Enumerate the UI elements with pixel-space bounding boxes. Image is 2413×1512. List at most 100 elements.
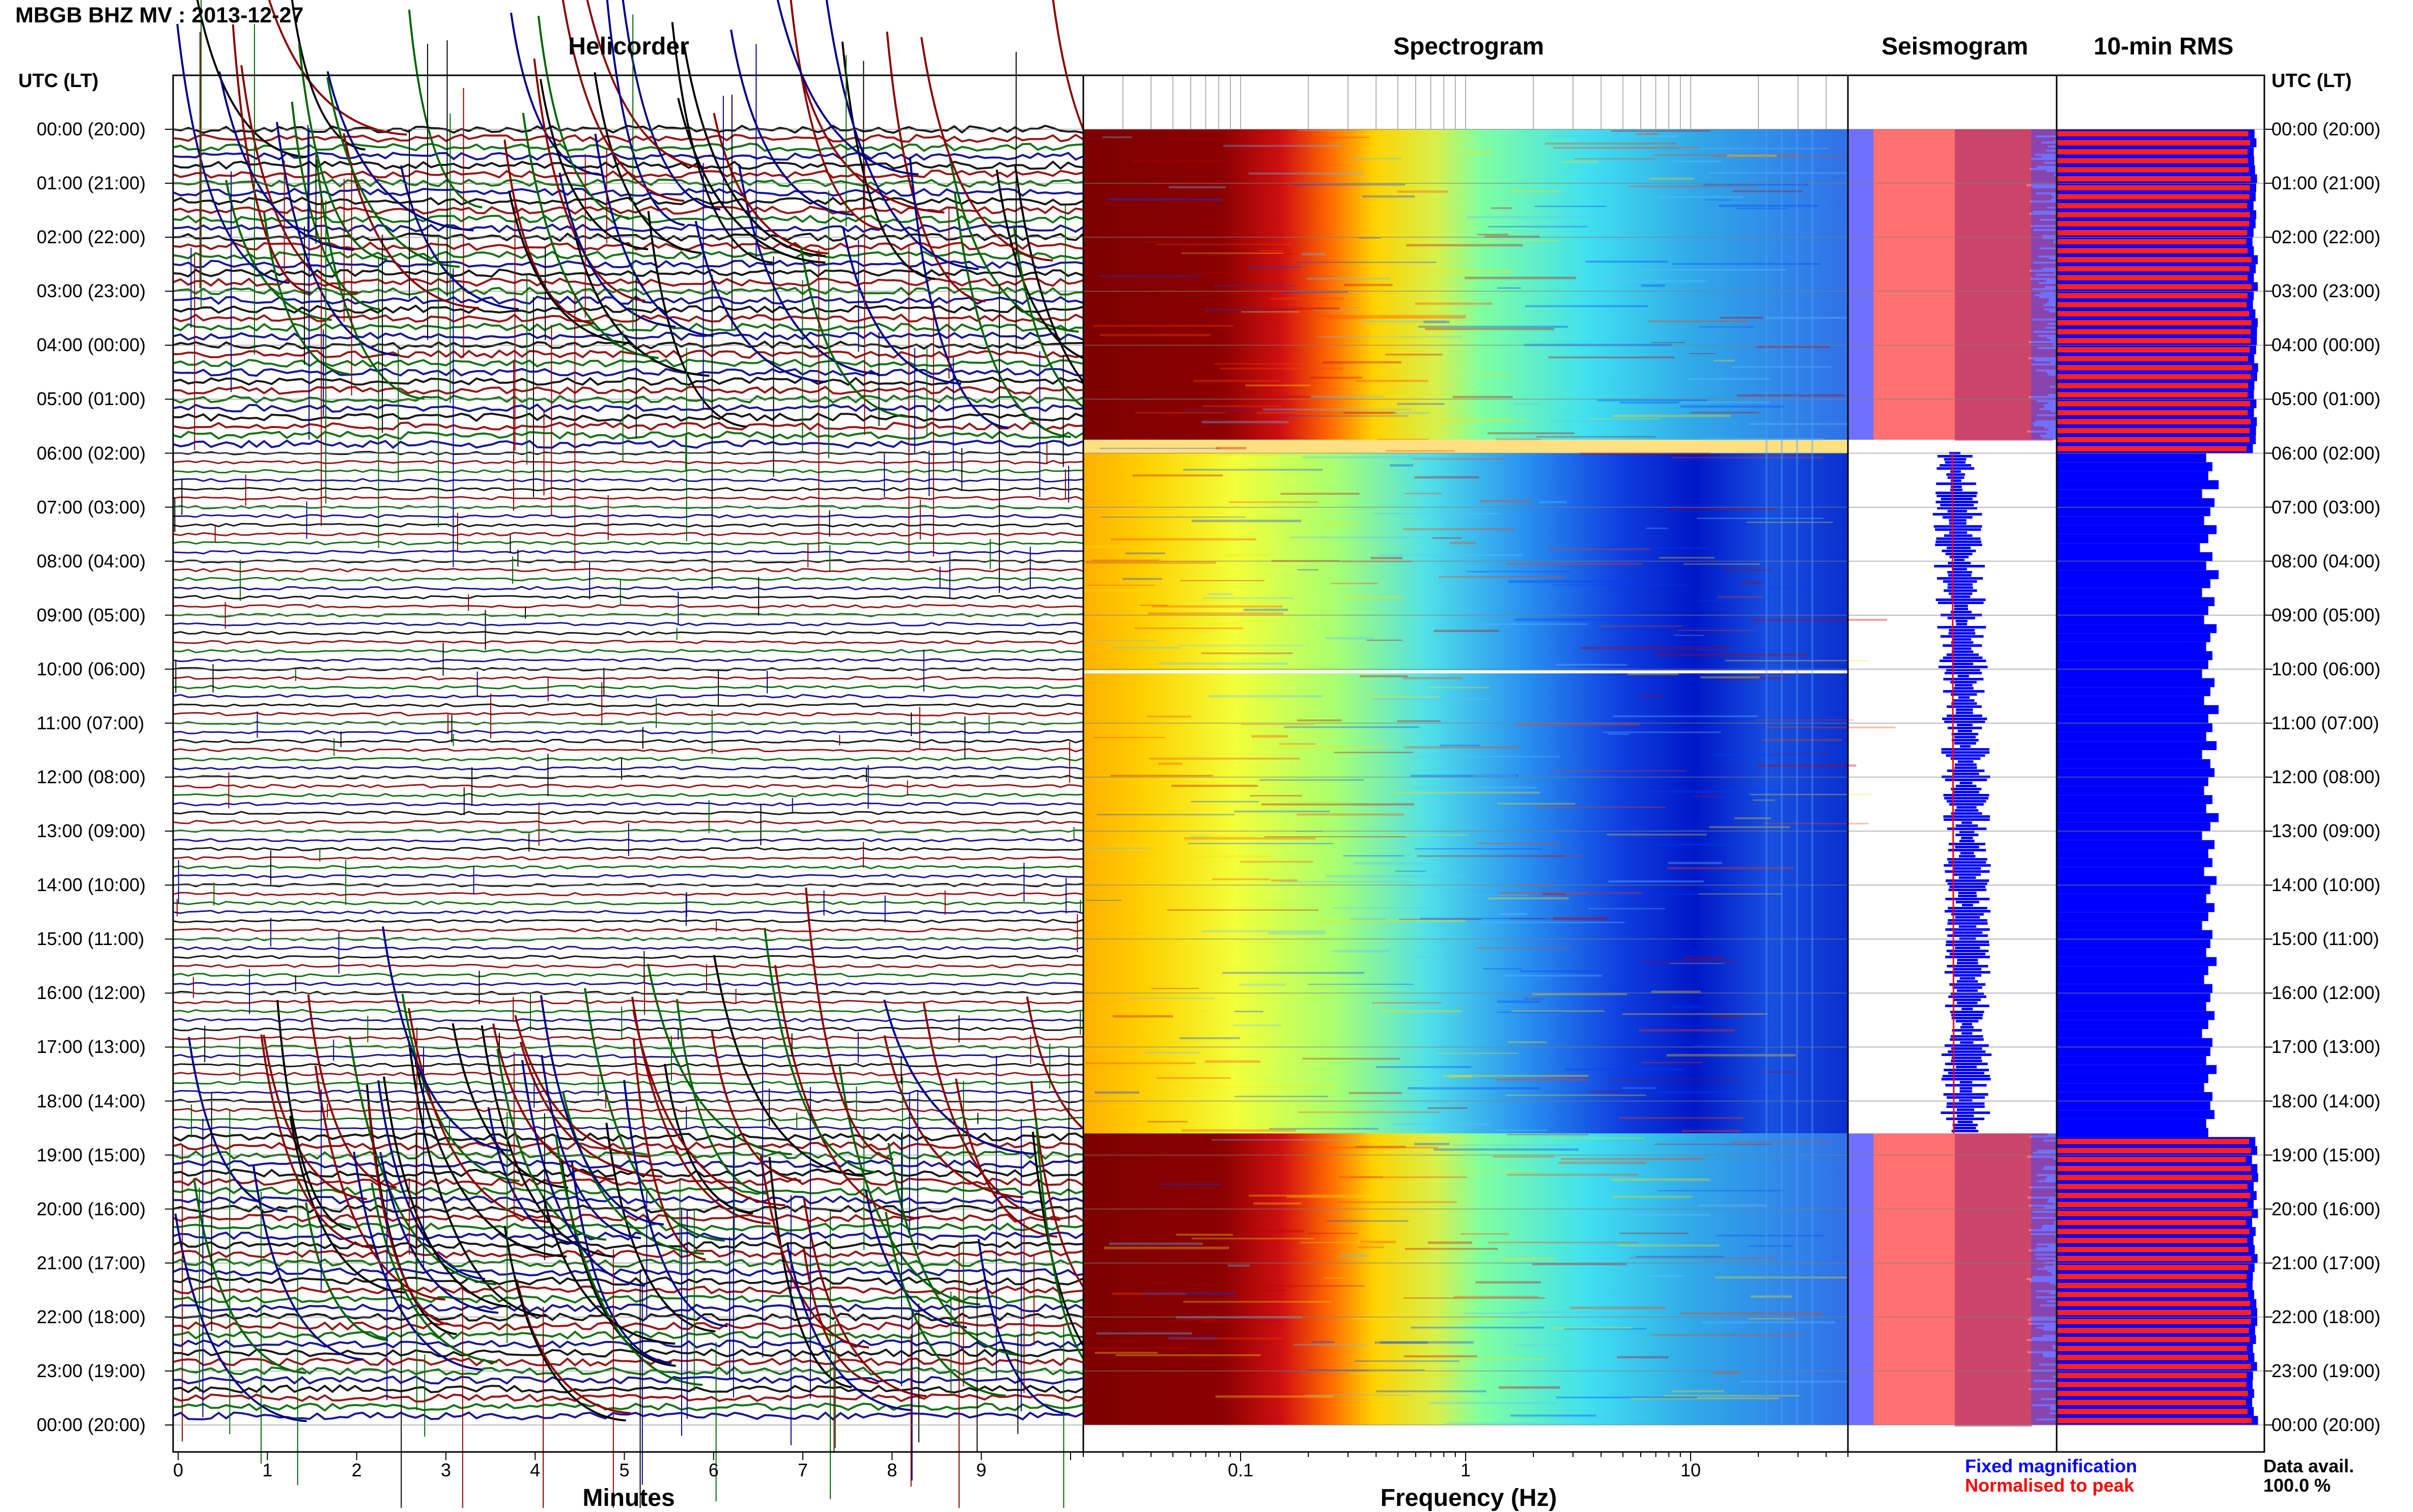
spectrogram-streak bbox=[1506, 563, 1643, 565]
seismogram-trace bbox=[1955, 1367, 2059, 1370]
spectrogram-streak bbox=[1762, 1071, 1799, 1073]
rms-bar-fixed bbox=[2057, 705, 2219, 715]
spectrogram-streak bbox=[1245, 384, 1311, 387]
spectrogram-streak bbox=[1227, 1289, 1286, 1291]
spectrogram-streak bbox=[1264, 836, 1406, 838]
spectrogram-streak bbox=[1687, 378, 1770, 380]
helicorder-trace bbox=[173, 1009, 1084, 1014]
spectrogram-streak bbox=[1223, 145, 1342, 147]
spectrogram-streak bbox=[1084, 589, 1180, 591]
time-tick-label-right: 00:00 (20:00) bbox=[2271, 1414, 2381, 1435]
seismogram-trace bbox=[1955, 1288, 2075, 1291]
spectrogram-streak bbox=[1613, 715, 1758, 718]
helicorder-spike bbox=[694, 220, 826, 383]
helicorder-spike bbox=[379, 1152, 499, 1314]
spectrogram-streak bbox=[1261, 803, 1414, 806]
seismogram-trace bbox=[1955, 1158, 2054, 1160]
seismogram-trace bbox=[1955, 404, 2044, 406]
seismogram-trace bbox=[1955, 1160, 2069, 1162]
spectrogram-streak bbox=[1545, 142, 1677, 145]
rms-bar-normalised bbox=[2057, 1400, 2246, 1406]
spectrogram-streak bbox=[1304, 1394, 1412, 1396]
seismogram-trace bbox=[1955, 1152, 2033, 1154]
time-tick-label-right: 06:00 (02:00) bbox=[2271, 442, 2381, 464]
spectrogram-streak bbox=[1519, 1311, 1628, 1314]
spectrogram-streak bbox=[1259, 779, 1364, 781]
spectrogram-streak bbox=[1380, 1341, 1474, 1344]
spectrogram-streak bbox=[1278, 746, 1387, 749]
spectrogram-streak bbox=[1583, 1358, 1641, 1360]
spectrogram-streak bbox=[1617, 1356, 1669, 1359]
helicorder-trace bbox=[173, 260, 1084, 269]
minutes-tick-label: 4 bbox=[530, 1460, 541, 1480]
seismogram-trace bbox=[1955, 1284, 2055, 1287]
spectrogram-streak bbox=[1355, 1146, 1406, 1148]
seismogram-trace bbox=[1955, 219, 2040, 221]
spectrogram-streak bbox=[1115, 1354, 1261, 1356]
time-tick-label-right: 05:00 (01:00) bbox=[2271, 388, 2381, 410]
seismogram-trace bbox=[1955, 376, 2062, 378]
rms-bar-fixed bbox=[2057, 957, 2217, 966]
helicorder-trace bbox=[173, 738, 1084, 744]
seismogram-trace bbox=[1955, 1227, 2041, 1230]
spectrogram-streak bbox=[1666, 1054, 1796, 1057]
rms-bar-normalised bbox=[2057, 176, 2251, 182]
rms-bar-fixed bbox=[2057, 894, 2206, 903]
spectrogram-streak bbox=[1188, 843, 1333, 844]
seismogram-trace bbox=[1955, 347, 2038, 349]
rms-bar-normalised bbox=[2057, 266, 2250, 272]
helicorder-spike bbox=[713, 955, 863, 1177]
spectrogram-streak bbox=[1652, 154, 1801, 156]
seismogram-trace bbox=[1955, 1359, 2071, 1362]
spectrogram-streak bbox=[1552, 1327, 1632, 1329]
helicorder-spike bbox=[841, 226, 962, 385]
spectrogram-streak bbox=[1270, 297, 1344, 300]
spectrogram-streak bbox=[1109, 1242, 1203, 1245]
seismogram-trace bbox=[1955, 1353, 2043, 1356]
rms-bar-normalised bbox=[2057, 365, 2252, 370]
spectrogram-streak bbox=[1596, 235, 1632, 237]
spectrogram-streak bbox=[1673, 635, 1704, 636]
helicorder-spike bbox=[315, 159, 425, 400]
spectrogram-streak bbox=[1203, 1320, 1281, 1323]
seismogram-trace bbox=[1955, 160, 2056, 162]
seismogram-trace bbox=[1955, 1339, 2027, 1342]
spectrogram-streak bbox=[1497, 1011, 1564, 1013]
helicorder-spike bbox=[887, 1143, 1024, 1357]
seismogram-trace bbox=[1955, 258, 2050, 260]
spectrogram-streak bbox=[1297, 262, 1437, 263]
seismogram-trace bbox=[1955, 209, 2058, 211]
spectrogram-streak bbox=[1513, 1344, 1562, 1346]
helicorder-trace bbox=[173, 811, 1084, 816]
time-tick-label-left: 11:00 (07:00) bbox=[37, 712, 145, 733]
spectrogram-streak bbox=[1397, 190, 1448, 193]
spectrogram-streak bbox=[1193, 380, 1281, 382]
seismogram-trace bbox=[1955, 229, 2034, 231]
seismogram-trace bbox=[1955, 294, 2035, 296]
spectrogram-streak bbox=[1112, 1292, 1186, 1295]
rms-bar-fixed bbox=[2057, 489, 2202, 498]
seismogram-trace bbox=[1955, 215, 2076, 217]
spectrogram-streak bbox=[1599, 625, 1682, 627]
seismogram-trace bbox=[1955, 150, 2046, 152]
seismogram-trace bbox=[1955, 1217, 2032, 1219]
spectrogram-streak bbox=[1636, 133, 1659, 135]
spectrogram-streak bbox=[1488, 432, 1575, 435]
minutes-tick-label: 0 bbox=[173, 1460, 184, 1480]
seismogram-trace bbox=[1955, 262, 2033, 264]
rms-bar-fixed bbox=[2057, 768, 2215, 777]
rms-bar-fixed bbox=[2057, 642, 2206, 651]
spectrogram-streak bbox=[1191, 1238, 1315, 1240]
spectrogram-streak bbox=[1711, 1015, 1743, 1018]
spectrogram-streak bbox=[1514, 723, 1640, 726]
spectrogram-streak bbox=[1301, 252, 1326, 255]
rms-bar-fixed bbox=[2057, 1056, 2206, 1065]
seismogram-trace bbox=[1955, 1392, 2056, 1394]
spectrogram-streak bbox=[1535, 806, 1666, 808]
seismogram-trace bbox=[1955, 325, 2056, 327]
seismogram-trace bbox=[1955, 372, 2046, 374]
seismogram-trace bbox=[1955, 137, 2067, 139]
rms-bar-fixed bbox=[2057, 1002, 2206, 1011]
spectrogram-noisy-block bbox=[1083, 1133, 1848, 1425]
spectrogram-streak bbox=[1135, 412, 1225, 414]
